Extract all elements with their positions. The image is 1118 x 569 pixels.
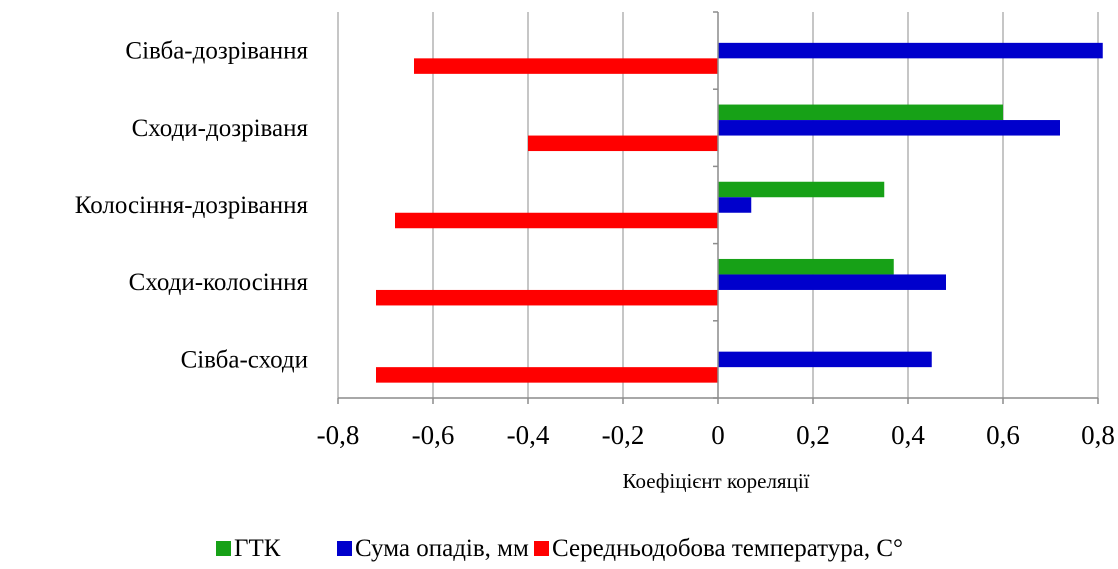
- legend-swatch: [534, 541, 549, 556]
- x-tick-label: -0,8: [317, 420, 360, 450]
- legend-label: Сума опадів, мм: [355, 535, 529, 562]
- x-tick-label: -0,4: [507, 420, 550, 450]
- bar: [718, 274, 946, 290]
- grid-lines: [337, 12, 1099, 398]
- category-label: Сівба-сходи: [181, 346, 308, 373]
- x-tick-label: 0,6: [986, 420, 1020, 450]
- bar: [528, 135, 718, 152]
- axes: [337, 11, 1099, 404]
- bar: [718, 197, 752, 213]
- bar: [718, 181, 885, 198]
- category-labels: Сівба-сходи Сходи-колосіння Колосіння-дозр…: [75, 38, 309, 374]
- bar: [376, 289, 718, 306]
- bar: [395, 212, 718, 229]
- x-tick-label: 0,4: [891, 420, 925, 450]
- legend-swatch: [216, 541, 231, 556]
- legend-label: ГТК: [234, 535, 281, 562]
- bar: [718, 42, 1103, 59]
- x-tick-label: 0,8: [1081, 420, 1115, 450]
- bars: [376, 42, 1103, 383]
- bar: [718, 258, 894, 275]
- category-label: Сходи-дозріваня: [132, 115, 309, 142]
- bar: [718, 351, 932, 368]
- x-tick-labels: -0,8 -0,6 -0,4 -0,2 0 0,2 0,4 0,6 0,8: [317, 420, 1115, 450]
- legend-swatch: [337, 541, 352, 556]
- x-tick-label: 0,2: [796, 420, 830, 450]
- bar: [414, 58, 718, 74]
- bar: [718, 120, 1060, 136]
- x-axis-title: Коефіцієнт кореляції: [623, 469, 810, 493]
- x-tick-label: -0,6: [412, 420, 455, 450]
- bar: [718, 104, 1003, 121]
- x-tick-label: 0: [711, 420, 725, 450]
- legend: ГТК Сума опадів, мм Середньодобова темпера…: [216, 535, 903, 562]
- x-tick-label: -0,2: [602, 420, 645, 450]
- bar: [376, 367, 718, 383]
- category-label: Колосіння-дозрівання: [75, 192, 309, 219]
- category-label: Сівба-дозрівання: [125, 38, 308, 65]
- category-label: Сходи-колосіння: [129, 269, 309, 296]
- legend-label: Середньодобова температура, С°: [552, 535, 903, 562]
